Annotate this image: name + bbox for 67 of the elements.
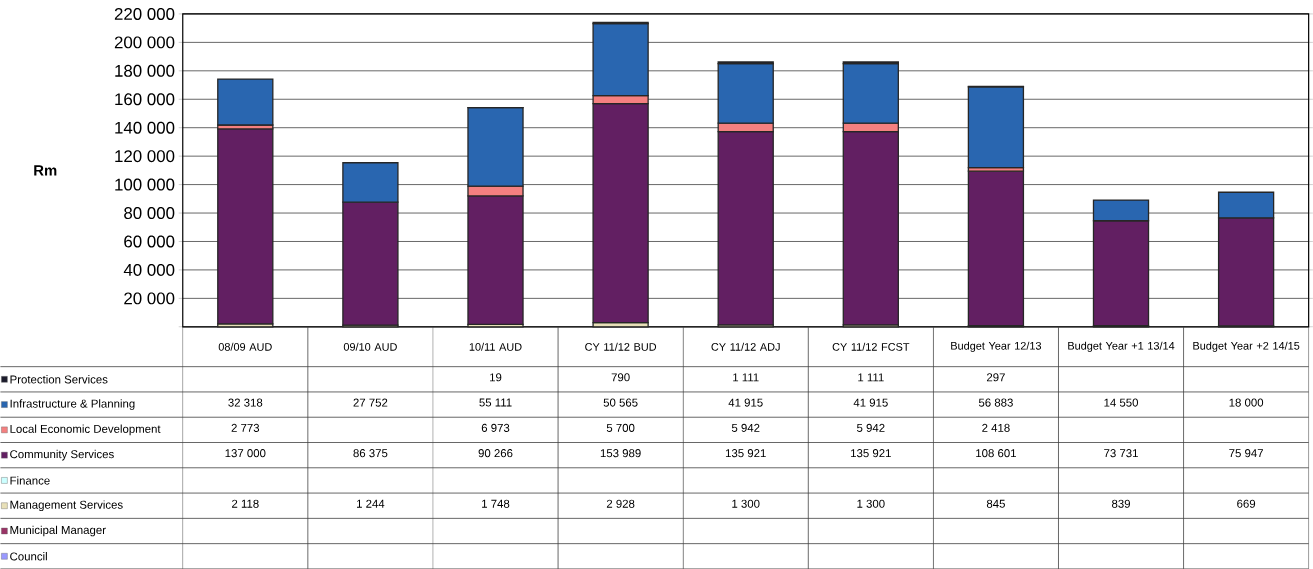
y-tick-label: 140 000 xyxy=(115,121,175,134)
data-label: 75 947 xyxy=(1229,448,1263,458)
legend-label: Management Services xyxy=(10,500,123,511)
legend-label: Municipal Manager xyxy=(10,525,106,537)
data-label: 2 773 xyxy=(231,423,260,432)
legend-label: Finance xyxy=(10,476,50,485)
data-label: 50 565 xyxy=(603,398,638,407)
data-label: 1 244 xyxy=(357,499,385,508)
y-tick-label: 40 000 xyxy=(123,263,175,276)
data-label: 2 418 xyxy=(982,423,1010,432)
x-tick-label: CY 11/12 ADJ xyxy=(711,342,780,351)
data-label: 18 000 xyxy=(1229,398,1264,407)
data-label: 1 300 xyxy=(732,499,760,508)
data-label: 14 550 xyxy=(1104,398,1139,407)
data-label: 19 xyxy=(490,373,502,382)
data-label: 839 xyxy=(1112,499,1130,508)
data-label: 86 375 xyxy=(353,448,388,458)
data-label: 56 883 xyxy=(978,398,1013,407)
legend-label: Council xyxy=(10,551,47,561)
x-tick-label: 10/11 AUD xyxy=(469,342,522,351)
data-label: 669 xyxy=(1237,499,1256,508)
x-tick-label: Budget Year 12/13 xyxy=(951,341,1042,352)
legend-label: Local Economic Development xyxy=(10,424,161,436)
legend-label: Community Services xyxy=(10,449,114,461)
data-label: 790 xyxy=(611,373,630,382)
y-tick-label: 160 000 xyxy=(115,93,175,106)
data-label: 90 266 xyxy=(478,448,513,458)
data-label: 108 601 xyxy=(976,448,1016,458)
data-label: 135 921 xyxy=(851,448,891,458)
data-label: 55 111 xyxy=(479,398,512,407)
data-label: 2 118 xyxy=(232,499,259,508)
x-tick-label: 08/09 AUD xyxy=(218,342,272,351)
data-label: 27 752 xyxy=(353,398,388,407)
legend-label: Infrastructure & Planning xyxy=(10,399,135,410)
y-tick-label: 20 000 xyxy=(124,292,175,305)
data-label: 297 xyxy=(986,373,1005,382)
data-label: 845 xyxy=(986,499,1005,508)
y-tick-label: 180 000 xyxy=(115,64,175,77)
x-tick-label: 09/10 AUD xyxy=(343,342,397,351)
data-label: 153 989 xyxy=(600,448,641,458)
y-tick-label: 220 000 xyxy=(114,7,175,20)
data-label: 32 318 xyxy=(228,398,263,407)
y-tick-label: 100 000 xyxy=(115,178,175,191)
data-label: 135 921 xyxy=(725,448,766,458)
x-tick-label: CY 11/12 FCST xyxy=(832,342,910,351)
data-label: 41 915 xyxy=(853,398,888,407)
y-tick-label: 120 000 xyxy=(115,150,175,162)
data-label: 1 300 xyxy=(857,499,885,508)
data-label: 41 915 xyxy=(728,398,763,407)
y-axis-title: Rm xyxy=(34,165,57,176)
data-label: 6 973 xyxy=(481,423,510,432)
y-tick-label: 60 000 xyxy=(124,235,175,248)
x-tick-label: Budget Year +1 13/14 xyxy=(1068,341,1175,352)
y-tick-label: 80 000 xyxy=(124,206,175,219)
data-label: 1 111 xyxy=(858,373,884,382)
data-label: 73 731 xyxy=(1104,448,1138,458)
data-label: 5 942 xyxy=(856,423,885,432)
x-tick-label: CY 11/12 BUD xyxy=(585,342,657,351)
y-tick-label: 200 000 xyxy=(114,36,175,49)
legend-label: Protection Services xyxy=(10,374,108,384)
data-label: 137 000 xyxy=(225,448,266,458)
x-tick-label: Budget Year +2 14/15 xyxy=(1193,341,1300,352)
data-label: 1 748 xyxy=(482,499,510,508)
data-label: 5 700 xyxy=(606,423,635,432)
data-label: 1 111 xyxy=(733,373,759,382)
data-label: 2 928 xyxy=(606,499,635,508)
data-label: 5 942 xyxy=(731,423,760,432)
